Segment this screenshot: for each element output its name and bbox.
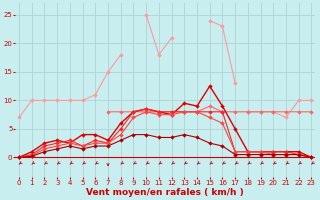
- X-axis label: Vent moyen/en rafales ( km/h ): Vent moyen/en rafales ( km/h ): [86, 188, 244, 197]
